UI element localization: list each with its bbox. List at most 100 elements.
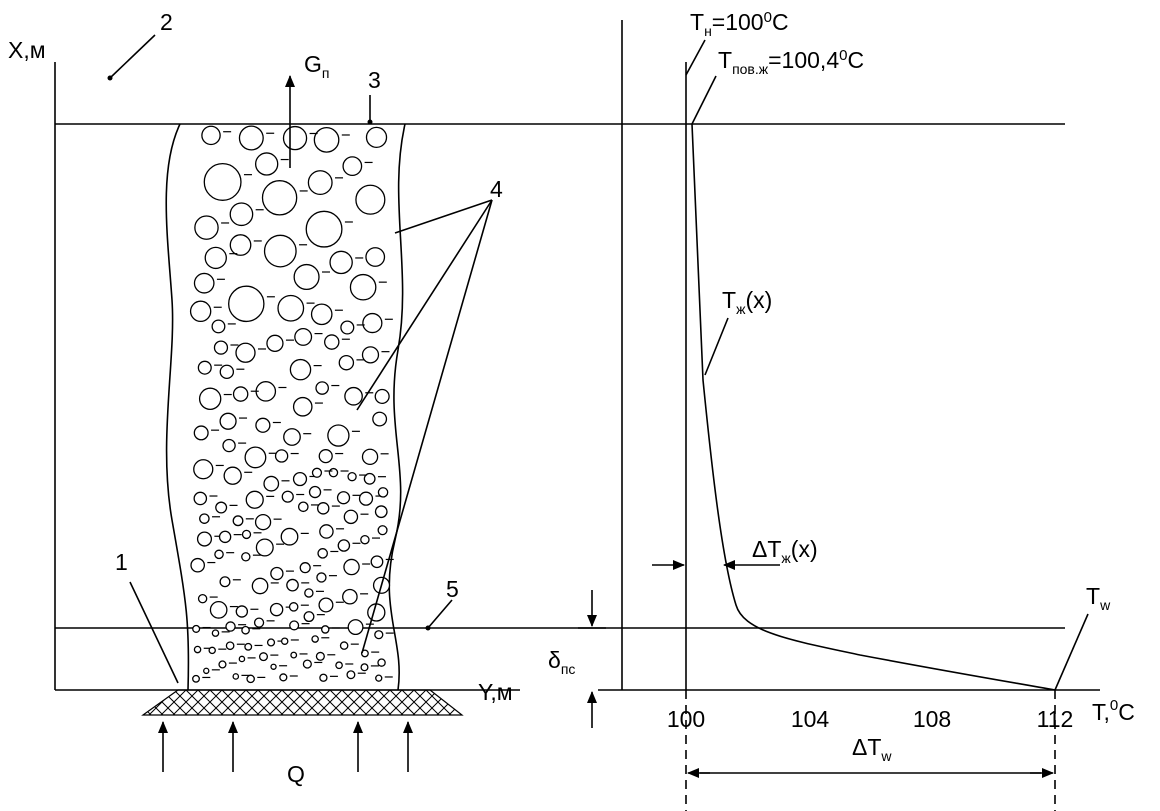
bubble [232, 515, 244, 527]
leader [704, 317, 729, 376]
bubble [209, 600, 228, 619]
bubble [208, 646, 216, 655]
bubble [255, 417, 271, 433]
bubble [328, 467, 339, 478]
bubble [244, 642, 253, 651]
bubble [219, 412, 237, 430]
bubble [360, 649, 369, 658]
bubble [281, 490, 294, 503]
bubble [318, 597, 334, 613]
bubble [218, 530, 232, 544]
right-panel: Tн=1000C Tпов.ж=100,40C Tж(x) ΔTж(x) Tw … [548, 9, 1135, 811]
bubble [225, 641, 235, 651]
bubble [320, 625, 330, 634]
bubble [218, 660, 227, 669]
bubble [358, 491, 374, 506]
bubble [235, 605, 249, 618]
bubble [304, 588, 314, 598]
bubble [372, 411, 388, 427]
bubble [347, 619, 364, 636]
bubble [255, 538, 274, 557]
bubble [270, 566, 284, 581]
bubble [299, 562, 311, 574]
bubble [324, 334, 340, 350]
marker: 4 [490, 176, 503, 202]
bubble [253, 617, 265, 628]
bubble [241, 529, 252, 540]
bubble [254, 152, 279, 176]
tick-label: 112 [1037, 706, 1074, 732]
bubble [317, 548, 328, 559]
bubble [211, 319, 226, 334]
bubble [192, 674, 200, 683]
left-panel: X,м Y,м Q Gп 1 2 3 4 5 [8, 9, 1065, 787]
column-right-edge [388, 123, 406, 691]
bubble [225, 621, 236, 632]
leader [685, 39, 706, 76]
bubble [343, 509, 359, 525]
bubble [245, 490, 264, 509]
t-surface-label: Tпов.ж=100,40C [718, 47, 864, 77]
bubble [339, 641, 349, 650]
bubble [344, 386, 363, 406]
bubble [199, 513, 210, 524]
bubble [193, 645, 202, 654]
x-axis-label: X,м [8, 37, 46, 63]
bubble [319, 524, 334, 539]
bubble [219, 364, 235, 380]
bubble [315, 381, 329, 395]
bubble [235, 342, 256, 363]
bubble [318, 449, 333, 464]
bubble [292, 396, 313, 417]
bubble [316, 502, 330, 515]
bubble [215, 501, 228, 514]
bubble [189, 300, 212, 323]
bubble [319, 673, 328, 682]
bubble [282, 125, 308, 151]
bubble [363, 472, 376, 485]
bubble [336, 491, 351, 505]
bubble [190, 557, 205, 573]
bubble [193, 491, 208, 506]
bubble [232, 386, 249, 402]
bubble [313, 127, 340, 153]
tick-label: 108 [913, 706, 951, 732]
bubble [305, 210, 343, 248]
bubble [193, 425, 209, 441]
bubble [377, 525, 388, 536]
bubble [374, 388, 390, 405]
bubble [214, 549, 224, 560]
bubble [203, 163, 242, 201]
bubble [365, 126, 388, 149]
bubble [289, 620, 300, 631]
bubble [198, 387, 222, 410]
bubble [219, 576, 231, 588]
bubble [280, 637, 289, 645]
bubble [211, 629, 220, 637]
bubble [361, 346, 380, 364]
bubble [375, 674, 383, 682]
bubble [302, 659, 312, 669]
bubble [315, 651, 325, 661]
bubble [229, 234, 252, 256]
tick-label: 100 [667, 706, 705, 732]
bubble [266, 638, 276, 647]
flux-label: Q [287, 761, 305, 787]
bubble [340, 320, 355, 335]
bubble [194, 215, 219, 240]
bubble [342, 156, 363, 177]
steam-label: Gп [304, 51, 329, 81]
bubble [203, 667, 210, 675]
heater-plate [141, 689, 464, 716]
bubble [269, 602, 284, 617]
t-axis-label: T,0C [1092, 697, 1135, 725]
bubble [290, 651, 298, 659]
bubble [232, 673, 240, 680]
t-sat-label: Tн=1000C [690, 9, 789, 39]
tick-label: 104 [791, 706, 830, 732]
bubble [223, 466, 242, 485]
temperature-profile [691, 123, 1056, 691]
bubble [377, 487, 389, 498]
